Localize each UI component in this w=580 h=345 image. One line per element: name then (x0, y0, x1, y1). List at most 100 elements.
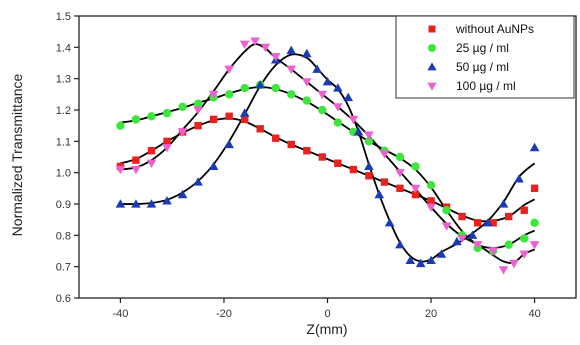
data-point-s3 (472, 241, 483, 250)
data-point-s0 (349, 165, 358, 174)
legend-label-0: without AuNPs (455, 22, 534, 36)
x-tick-label: 20 (425, 308, 437, 320)
y-axis-title: Normalized Transmittance (9, 73, 25, 236)
legend-marker-1 (428, 44, 436, 52)
data-point-s3 (177, 128, 188, 137)
data-point-s1 (530, 218, 539, 227)
legend-label-3: 100 µg / ml (456, 79, 516, 93)
data-point-s3 (488, 247, 498, 256)
data-point-s3 (348, 115, 359, 125)
data-point-s3 (301, 78, 312, 87)
data-point-s1 (116, 121, 125, 130)
data-point-s1 (426, 181, 436, 190)
data-point-s0 (411, 190, 420, 199)
data-point-s1 (193, 99, 203, 108)
data-point-s1 (442, 206, 451, 215)
data-point-s2 (224, 139, 234, 149)
data-point-s3 (270, 53, 281, 62)
data-point-s2 (193, 177, 203, 186)
data-point-s2 (162, 196, 172, 205)
data-markers (115, 37, 540, 275)
data-point-s0 (504, 212, 513, 221)
legend-marker-0 (428, 25, 436, 33)
data-point-s3 (395, 169, 405, 178)
data-point-s3 (286, 65, 297, 75)
data-point-s3 (162, 144, 172, 153)
y-tick-label: 1.4 (56, 42, 71, 54)
x-tick-label: -20 (216, 308, 232, 320)
data-point-s0 (256, 125, 264, 133)
data-point-s3 (519, 250, 530, 259)
x-tick-label: 0 (324, 308, 330, 320)
y-tick-label: 1.3 (56, 74, 71, 86)
data-point-s3 (260, 43, 271, 53)
data-point-s0 (132, 156, 140, 164)
data-point-s0 (489, 219, 497, 227)
data-point-s0 (225, 112, 233, 120)
y-tick-label: 0.7 (56, 262, 71, 274)
data-point-s2 (374, 189, 385, 199)
legend-box (395, 15, 575, 99)
data-point-s2 (343, 92, 354, 102)
data-point-s0 (396, 184, 404, 193)
data-point-s2 (255, 80, 265, 89)
data-point-s3 (239, 40, 250, 49)
data-point-s0 (473, 219, 482, 227)
data-point-s2 (115, 199, 126, 208)
fit-curve-1 (120, 86, 535, 249)
x-tick-label: 40 (528, 308, 540, 320)
data-point-s1 (287, 90, 296, 99)
data-point-s3 (426, 203, 436, 212)
data-point-s1 (224, 90, 234, 99)
data-point-s0 (365, 172, 373, 180)
data-point-s3 (115, 165, 126, 175)
data-point-s2 (312, 64, 322, 73)
data-point-s2 (426, 255, 436, 264)
data-point-s2 (395, 239, 405, 249)
y-tick-label: 1.2 (56, 105, 71, 117)
y-tick-label: 1.0 (56, 168, 71, 180)
fit-curve-0 (120, 117, 536, 223)
legend-label-2: 50 µg / ml (456, 60, 509, 74)
y-tick-label: 0.9 (56, 199, 71, 211)
y-tick-label: 0.8 (56, 230, 71, 242)
data-point-s0 (163, 137, 171, 146)
data-point-s3 (224, 65, 234, 75)
data-point-s3 (498, 266, 509, 275)
data-point-s2 (467, 230, 478, 239)
data-point-s0 (209, 115, 218, 124)
data-point-s2 (286, 45, 297, 55)
data-point-s2 (415, 258, 426, 268)
data-point-s2 (498, 199, 509, 208)
data-point-s2 (239, 108, 250, 117)
data-point-s3 (364, 131, 374, 140)
data-point-s1 (411, 162, 420, 171)
data-point-s2 (452, 236, 462, 246)
data-point-s3 (317, 90, 328, 100)
data-point-s1 (302, 96, 311, 105)
data-point-s2 (353, 127, 364, 136)
data-point-s2 (529, 142, 540, 152)
data-point-s3 (410, 184, 421, 194)
y-tick-label: 0.6 (56, 293, 71, 305)
data-point-s2 (146, 199, 157, 208)
x-axis-title: Z(mm) (306, 321, 347, 337)
data-point-s0 (147, 147, 156, 155)
data-point-s2 (333, 83, 343, 92)
x-tick-label: -40 (112, 308, 128, 320)
data-point-s0 (427, 197, 435, 205)
y-tick-label: 1.5 (56, 11, 71, 23)
data-point-s1 (162, 108, 172, 118)
data-point-s1 (333, 118, 343, 127)
data-point-s2 (436, 249, 447, 258)
data-point-s0 (240, 115, 249, 124)
data-point-s0 (303, 147, 311, 155)
data-point-s1 (240, 83, 249, 93)
data-point-s0 (520, 206, 528, 214)
legend-marker-3 (427, 82, 437, 91)
data-point-s1 (147, 112, 156, 121)
data-point-s2 (405, 255, 416, 264)
data-point-s2 (177, 189, 188, 199)
data-point-s3 (529, 241, 540, 250)
